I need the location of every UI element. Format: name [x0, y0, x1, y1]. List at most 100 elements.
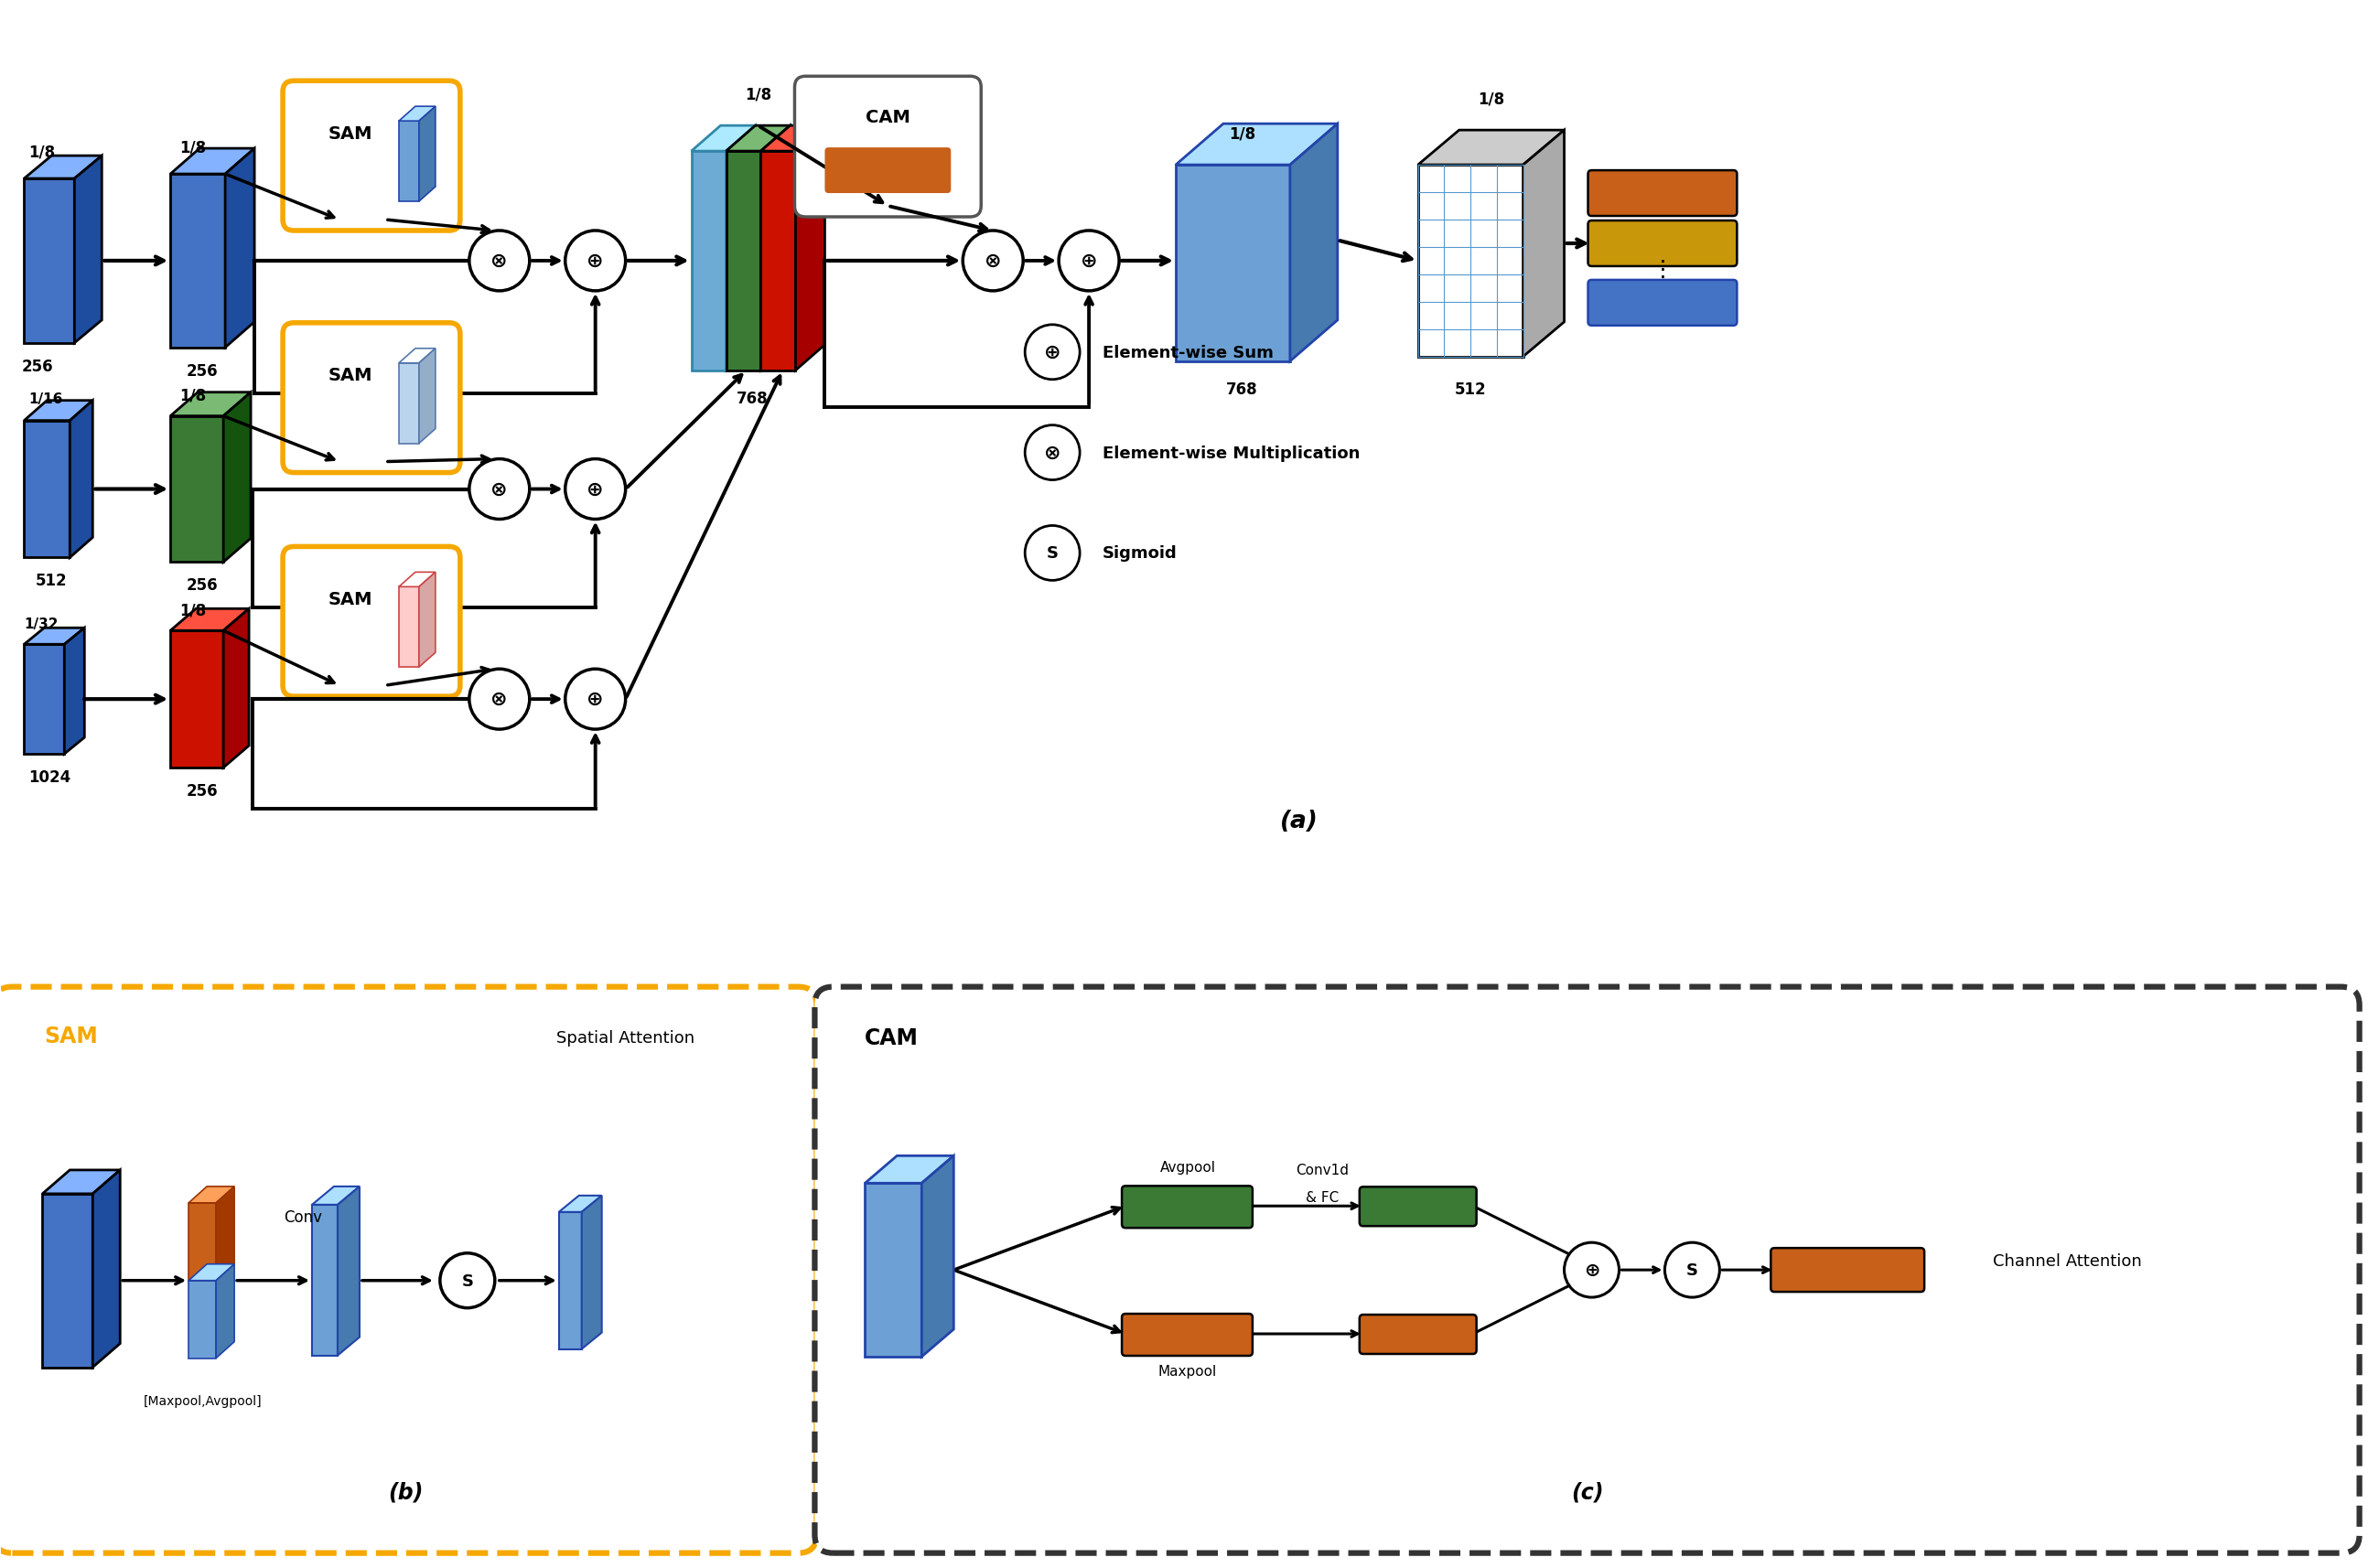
Polygon shape	[24, 179, 73, 343]
Polygon shape	[24, 644, 64, 754]
Polygon shape	[691, 127, 755, 152]
Text: 256: 256	[187, 362, 218, 379]
Text: 768: 768	[736, 390, 770, 406]
FancyBboxPatch shape	[282, 82, 459, 232]
FancyBboxPatch shape	[282, 547, 459, 696]
Polygon shape	[339, 1187, 360, 1355]
Text: SAM: SAM	[329, 367, 372, 384]
Circle shape	[469, 670, 530, 729]
FancyBboxPatch shape	[282, 323, 459, 474]
Text: Conv: Conv	[284, 1209, 322, 1225]
Polygon shape	[24, 401, 92, 422]
Polygon shape	[189, 1281, 215, 1358]
Polygon shape	[24, 629, 85, 644]
Circle shape	[440, 1253, 495, 1308]
Text: 1/16: 1/16	[28, 392, 64, 406]
Text: ⊕: ⊕	[587, 690, 604, 709]
Text: ⊗: ⊗	[490, 690, 507, 709]
Polygon shape	[1523, 130, 1565, 358]
Text: 256: 256	[187, 782, 218, 800]
Text: ⊕: ⊕	[1584, 1261, 1601, 1279]
Polygon shape	[1177, 166, 1291, 362]
Text: 1/8: 1/8	[180, 140, 206, 155]
Text: ⊕: ⊕	[587, 252, 604, 271]
Text: S: S	[462, 1272, 474, 1289]
FancyBboxPatch shape	[1589, 171, 1738, 216]
Polygon shape	[1177, 124, 1338, 166]
Polygon shape	[223, 394, 251, 563]
Polygon shape	[170, 174, 225, 348]
Polygon shape	[760, 127, 824, 152]
Polygon shape	[215, 1187, 234, 1281]
Text: Spatial Attention: Spatial Attention	[556, 1029, 694, 1046]
Text: [Maxpool,Avgpool]: [Maxpool,Avgpool]	[142, 1394, 260, 1406]
Polygon shape	[727, 127, 791, 152]
Polygon shape	[170, 417, 223, 563]
Polygon shape	[796, 127, 824, 372]
Text: ⊕: ⊕	[1044, 343, 1061, 362]
Circle shape	[964, 232, 1023, 292]
Polygon shape	[313, 1204, 339, 1355]
FancyBboxPatch shape	[1122, 1185, 1253, 1228]
Polygon shape	[727, 152, 760, 372]
Circle shape	[1025, 527, 1080, 580]
Text: 512: 512	[1454, 381, 1487, 397]
Text: 1/8: 1/8	[746, 86, 772, 102]
Text: 256: 256	[21, 358, 54, 375]
Text: (a): (a)	[1281, 809, 1319, 833]
FancyBboxPatch shape	[1359, 1187, 1478, 1226]
FancyBboxPatch shape	[1589, 221, 1738, 267]
Polygon shape	[69, 401, 92, 558]
Text: (c): (c)	[1570, 1480, 1603, 1502]
Text: 1024: 1024	[28, 768, 71, 786]
FancyBboxPatch shape	[796, 77, 980, 218]
Text: ⊕: ⊕	[587, 480, 604, 499]
Polygon shape	[43, 1193, 92, 1367]
Text: (b): (b)	[388, 1480, 424, 1502]
Text: ⊕: ⊕	[1080, 252, 1096, 271]
Text: Channel Attention: Channel Attention	[1991, 1253, 2141, 1269]
Circle shape	[1025, 426, 1080, 480]
Text: SAM: SAM	[329, 125, 372, 143]
FancyBboxPatch shape	[1359, 1316, 1478, 1355]
Polygon shape	[398, 572, 436, 588]
Polygon shape	[398, 588, 419, 668]
Text: Element-wise Sum: Element-wise Sum	[1103, 345, 1274, 361]
Text: CAM: CAM	[864, 108, 909, 125]
Polygon shape	[583, 1196, 601, 1348]
Polygon shape	[419, 572, 436, 668]
FancyBboxPatch shape	[824, 149, 952, 194]
Circle shape	[566, 232, 625, 292]
Polygon shape	[313, 1187, 360, 1204]
Polygon shape	[398, 107, 436, 122]
Text: ⊗: ⊗	[490, 252, 507, 271]
Circle shape	[1025, 325, 1080, 379]
Circle shape	[566, 670, 625, 729]
Polygon shape	[691, 152, 727, 372]
Text: Avgpool: Avgpool	[1160, 1160, 1215, 1174]
Circle shape	[469, 232, 530, 292]
Circle shape	[1665, 1243, 1719, 1297]
Polygon shape	[225, 149, 253, 348]
Polygon shape	[170, 394, 251, 417]
Polygon shape	[215, 1264, 234, 1358]
FancyBboxPatch shape	[1589, 281, 1738, 326]
Polygon shape	[1418, 130, 1565, 166]
Text: S: S	[1686, 1262, 1698, 1278]
FancyBboxPatch shape	[815, 988, 2359, 1552]
Circle shape	[1565, 1243, 1620, 1297]
Polygon shape	[559, 1212, 583, 1348]
Text: 1/8: 1/8	[1478, 91, 1504, 107]
Text: ⋮: ⋮	[1650, 259, 1674, 281]
Text: 1/32: 1/32	[24, 618, 59, 630]
Text: 1/8: 1/8	[180, 387, 206, 405]
Text: ⊗: ⊗	[1044, 444, 1061, 463]
Polygon shape	[92, 1170, 121, 1367]
Polygon shape	[760, 127, 791, 372]
Text: SAM: SAM	[329, 591, 372, 608]
Polygon shape	[189, 1187, 234, 1203]
Polygon shape	[1291, 124, 1338, 362]
Polygon shape	[170, 630, 223, 768]
Polygon shape	[43, 1170, 121, 1193]
Text: 256: 256	[187, 577, 218, 594]
